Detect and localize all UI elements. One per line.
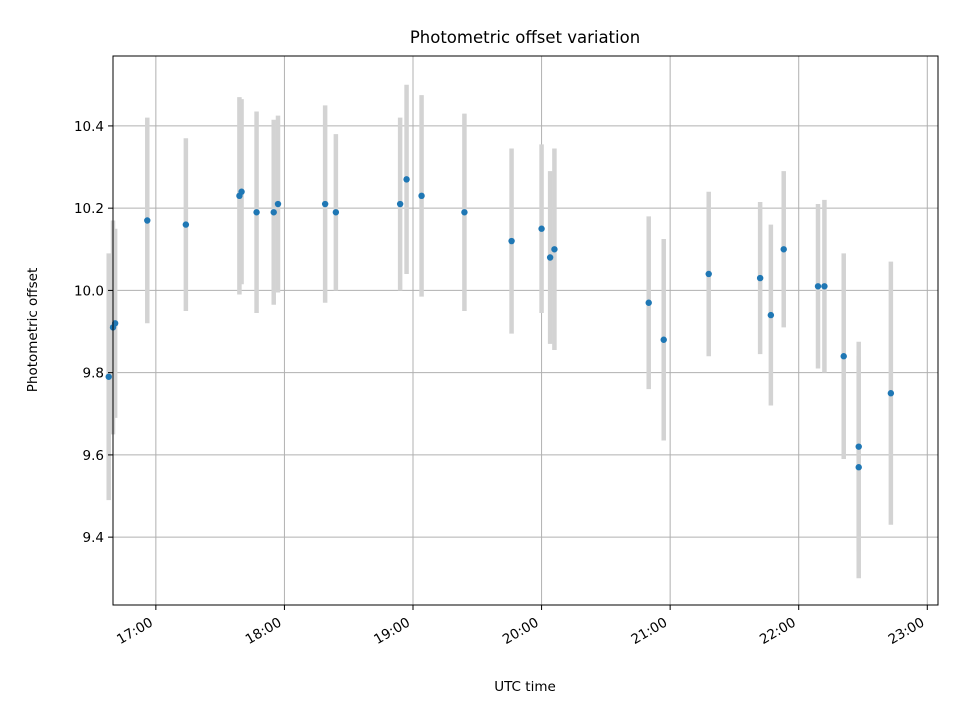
data-point xyxy=(321,200,329,208)
data-point xyxy=(403,176,410,183)
y-tick-label: 9.4 xyxy=(83,530,104,546)
data-point xyxy=(551,246,558,253)
data-point xyxy=(821,283,828,290)
data-point xyxy=(396,200,404,208)
y-tick-label: 10.4 xyxy=(74,119,104,135)
data-point xyxy=(332,209,340,216)
data-point xyxy=(508,237,515,245)
data-point xyxy=(756,274,764,282)
data-point xyxy=(814,283,822,290)
y-tick-label: 10.2 xyxy=(74,201,104,217)
data-point xyxy=(767,311,775,319)
data-point xyxy=(111,320,119,327)
data-point xyxy=(855,443,862,450)
grid-lines xyxy=(113,56,938,605)
data-point xyxy=(855,464,862,471)
data-point xyxy=(461,209,468,216)
y-tick-label: 9.8 xyxy=(83,366,104,382)
data-point xyxy=(660,336,667,343)
y-axis-ticks: 9.4 9.6 9.8 10.0 10.2 10.4 xyxy=(74,119,113,546)
y-axis-label: Photometric offset xyxy=(25,268,41,392)
data-points xyxy=(105,176,895,471)
data-point xyxy=(274,200,282,208)
data-point xyxy=(840,353,847,360)
data-point xyxy=(253,209,260,216)
data-point xyxy=(105,373,112,380)
data-point xyxy=(780,246,787,253)
data-point xyxy=(182,221,190,228)
data-point xyxy=(144,217,151,224)
data-point xyxy=(238,188,245,195)
chart-title: Photometric offset variation xyxy=(410,28,640,47)
data-point xyxy=(705,270,712,278)
y-tick-label: 10.0 xyxy=(74,283,104,299)
data-point xyxy=(645,299,652,306)
data-point xyxy=(418,192,425,200)
plot-frame xyxy=(112,55,939,606)
data-point xyxy=(270,209,277,216)
data-point xyxy=(538,225,545,232)
x-axis-label: UTC time xyxy=(494,679,556,695)
data-point xyxy=(546,254,554,261)
y-tick-label: 9.6 xyxy=(83,448,104,464)
data-point xyxy=(887,390,895,397)
